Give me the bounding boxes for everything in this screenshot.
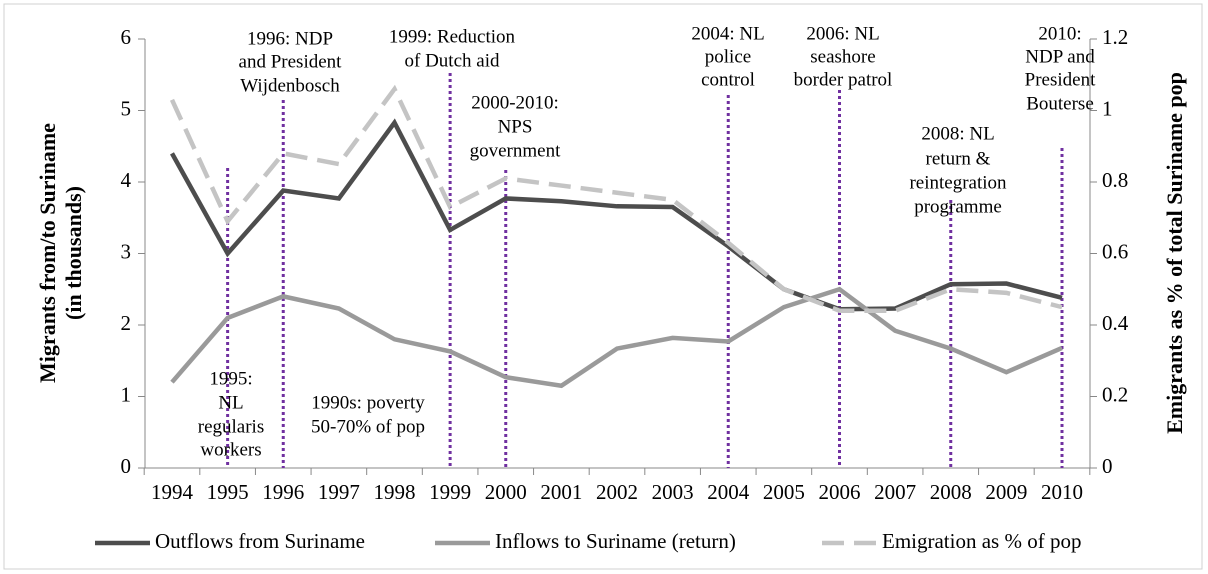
annotation: programme	[914, 196, 1002, 217]
y2-tick-label: 0.6	[1102, 239, 1128, 263]
annotation: President	[1025, 69, 1096, 90]
annotation: control	[701, 69, 755, 90]
y-tick-label: 2	[121, 311, 132, 335]
annotation: 1999: Reduction	[389, 26, 516, 47]
legend-label: Outflows from Suriname	[155, 529, 365, 553]
annotation: return &	[926, 148, 991, 169]
annotation: 2004: NL	[691, 23, 764, 44]
annotation: workers	[200, 439, 261, 460]
y2-tick-label: 0.2	[1102, 382, 1128, 406]
annotation: 2006: NL	[806, 23, 879, 44]
annotation: 1990s: poverty	[311, 392, 425, 413]
y-tick-label: 5	[121, 96, 132, 120]
legend-label: Emigration as % of pop	[882, 529, 1081, 553]
annotation: 2008: NL	[921, 123, 994, 144]
x-tick-label: 2000	[485, 480, 527, 504]
x-tick-label: 1994	[151, 480, 194, 504]
annotation: 1996: NDP	[247, 28, 333, 49]
x-tick-label: 2005	[763, 480, 805, 504]
annotation: Wijdenbosch	[240, 75, 340, 96]
y-tick-label: 3	[121, 239, 132, 263]
x-tick-label: 2004	[707, 480, 750, 504]
x-tick-label: 2010	[1041, 480, 1083, 504]
series-line	[170, 286, 1063, 389]
x-tick-label: 1998	[374, 480, 416, 504]
y2-tick-label: 1	[1102, 96, 1113, 120]
chart-frame	[3, 3, 1203, 570]
y-tick-label: 1	[121, 382, 132, 406]
x-tick-label: 2007	[874, 480, 916, 504]
y2-tick-label: 0.8	[1102, 168, 1128, 192]
x-tick-label: 1999	[429, 480, 471, 504]
annotation: police	[705, 46, 751, 67]
annotation: NDP and	[1025, 46, 1095, 67]
y2-tick-label: 0	[1102, 454, 1113, 478]
series-line	[170, 118, 1063, 312]
annotation: border patrol	[794, 69, 893, 90]
annotation: and President	[239, 51, 343, 72]
x-tick-label: 1995	[207, 480, 249, 504]
y2-tick-label: 1.2	[1102, 25, 1128, 49]
annotation: government	[470, 140, 561, 161]
x-tick-label: 2002	[596, 480, 638, 504]
annotation: regularis	[198, 416, 264, 437]
annotation: 2010:	[1038, 23, 1081, 44]
x-tick-label: 2006	[819, 480, 861, 504]
x-tick-label: 2008	[930, 480, 972, 504]
y-axis-title: Migrants from/to Suriname	[35, 123, 60, 383]
x-tick-label: 2003	[652, 480, 694, 504]
y2-axis-title: Emigrants as % of total Suriname pop	[1162, 72, 1187, 434]
annotation: 2000-2010:	[471, 92, 559, 113]
x-tick-label: 1997	[318, 480, 360, 504]
annotation: Bouterse	[1026, 93, 1094, 114]
y2-tick-label: 0.4	[1102, 311, 1129, 335]
annotation: NPS	[498, 116, 533, 137]
annotation: 1995:	[209, 368, 252, 389]
annotation: reintegration	[909, 172, 1007, 193]
y-tick-label: 4	[121, 168, 132, 192]
annotation: seashore	[810, 46, 875, 67]
y-tick-label: 6	[121, 25, 132, 49]
legend-label: Inflows to Suriname (return)	[495, 529, 736, 553]
x-tick-label: 1996	[262, 480, 304, 504]
x-tick-label: 2001	[540, 480, 582, 504]
y-axis-title: (in thousands)	[61, 186, 86, 320]
annotation: NL	[218, 392, 243, 413]
series-line	[169, 84, 1063, 313]
annotation: 50-70% of pop	[311, 416, 425, 437]
annotation: of Dutch aid	[405, 50, 500, 71]
y-tick-label: 0	[121, 454, 132, 478]
x-tick-label: 2009	[985, 480, 1027, 504]
